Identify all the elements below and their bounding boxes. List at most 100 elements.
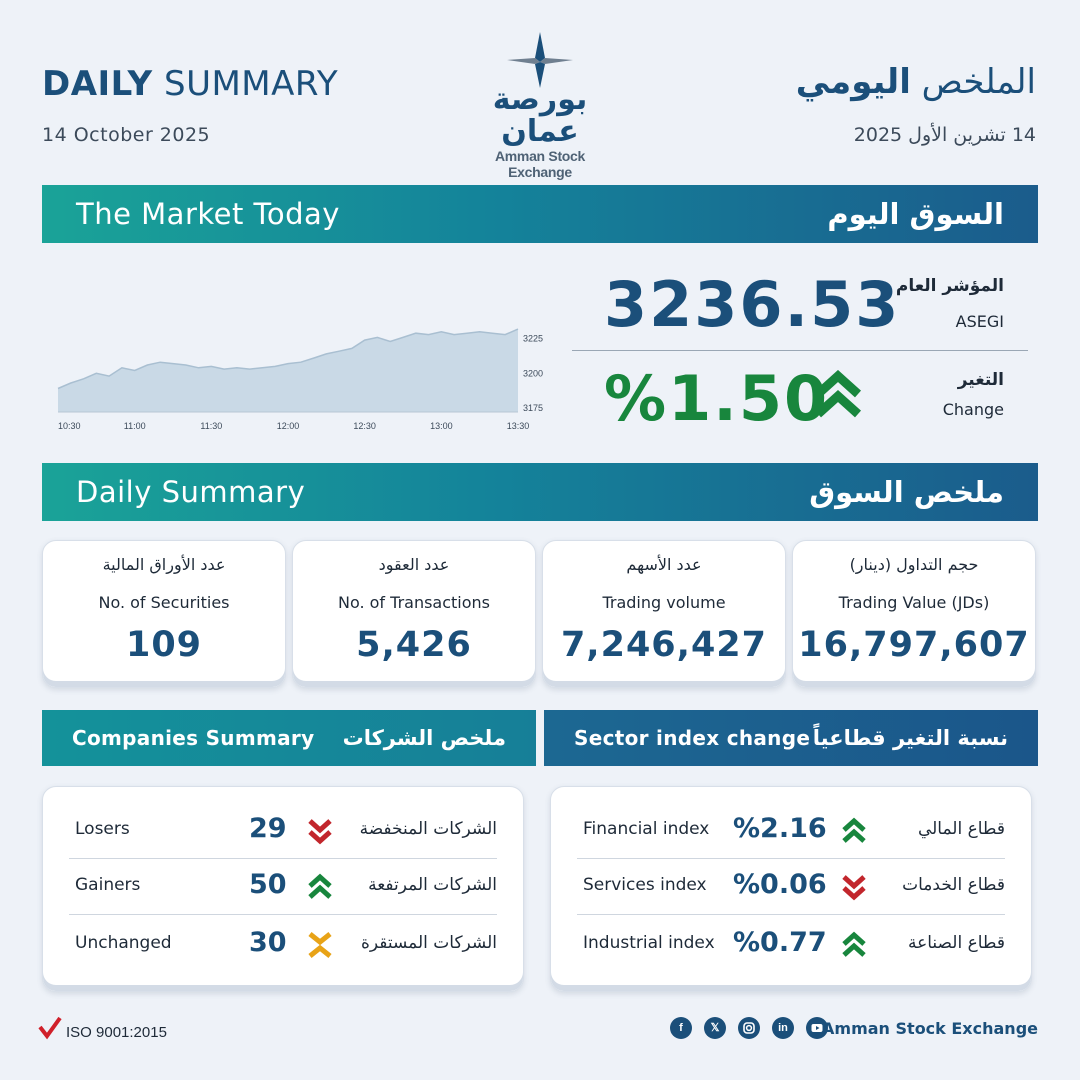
x-tick-label: 11:00 — [124, 421, 146, 431]
date-ar: 14 تشرين الأول 2025 — [853, 124, 1036, 146]
row-label-en: Gainers — [75, 875, 141, 895]
logo-star-icon — [507, 32, 573, 88]
chevron-double-down-icon — [841, 873, 867, 901]
transactions-card: عدد العقود No. of Transactions 5,426 — [292, 540, 536, 688]
card-label-en: Trading Value (JDs) — [838, 593, 990, 612]
change-value: %1.50 — [604, 362, 830, 435]
row-label-ar: الشركات المنخفضة — [359, 819, 497, 839]
chart-line — [57, 328, 519, 390]
companies-title-ar: ملخص الشركات — [342, 726, 506, 750]
daily-summary-title-en: Daily Summary — [76, 475, 306, 509]
card-label-ar: عدد الأسهم — [626, 555, 702, 574]
row-label-en: Losers — [75, 819, 130, 839]
index-area-chart: 10:30 11:00 11:30 12:00 12:30 13:00 13:30 3175 3… — [57, 328, 543, 431]
linkedin-icon[interactable]: in — [772, 1017, 794, 1039]
companies-summary-bar: Companies Summary ملخص الشركات — [42, 710, 536, 766]
card-value: 7,246,427 — [560, 625, 768, 665]
change-label-en: Change — [942, 400, 1004, 419]
market-today-bar: The Market Today السوق اليوم — [42, 185, 1038, 243]
card-label-en: No. of Securities — [98, 593, 230, 612]
losers-row: Losers 29 الشركات المنخفضة — [69, 803, 497, 859]
page-title-en: DAILY SUMMARY — [42, 64, 339, 104]
x-tick-label: 11:30 — [200, 421, 222, 431]
row-label-ar: الشركات المستقرة — [360, 933, 497, 953]
row-label-ar: الشركات المرتفعة — [368, 875, 497, 895]
row-label-en: Unchanged — [75, 933, 172, 953]
row-value: 50 — [249, 869, 287, 900]
trading-value-card: حجم التداول (دينار) Trading Value (JDs) … — [792, 540, 1036, 688]
divider — [572, 350, 1028, 351]
x-tick-label: 13:00 — [430, 421, 453, 431]
card-label-ar: حجم التداول (دينار) — [849, 555, 979, 574]
services-row: Services index %0.06 قطاع الخدمات — [577, 859, 1005, 915]
instagram-icon[interactable] — [738, 1017, 760, 1039]
x-icon[interactable]: 𝕏 — [704, 1017, 726, 1039]
trading-volume-card: عدد الأسهم Trading volume 7,246,427 — [542, 540, 786, 688]
card-value: 109 — [125, 625, 203, 665]
card-label-ar: عدد الأوراق المالية — [102, 555, 226, 574]
change-label-ar: التغير — [957, 370, 1004, 390]
companies-title-en: Companies Summary — [72, 726, 315, 750]
chevron-double-down-icon — [307, 817, 333, 845]
index-label-en: ASEGI — [955, 312, 1004, 331]
chevron-double-up-icon — [841, 817, 867, 845]
page-title-ar: الملخص اليومي — [795, 62, 1036, 102]
market-today-title-en: The Market Today — [76, 197, 340, 231]
chevron-double-up-icon — [841, 931, 867, 959]
logo-text-ar: بورصة عمان — [492, 82, 588, 149]
x-tick-label: 10:30 — [58, 421, 81, 431]
card-value: 5,426 — [356, 625, 472, 665]
y-tick-label: 3175 — [523, 403, 543, 413]
card-label-ar: عدد العقود — [378, 555, 450, 574]
footer-brand: Amman Stock Exchange — [822, 1019, 1038, 1038]
row-value: %0.77 — [733, 927, 827, 958]
card-value: 16,797,607 — [798, 625, 1030, 665]
unchanged-row: Unchanged 30 الشركات المستقرة — [69, 917, 497, 973]
row-divider — [577, 914, 1005, 915]
row-divider — [577, 858, 1005, 859]
sector-panel: Financial index %2.16 قطاع المالي Servic… — [550, 786, 1032, 992]
sector-title-en: Sector index change — [574, 726, 811, 750]
date-en: 14 October 2025 — [42, 124, 211, 146]
sector-title-ar: نسبة التغير قطاعياً — [812, 726, 1008, 750]
y-tick-label: 3200 — [523, 368, 543, 378]
index-label-ar: المؤشر العام — [895, 276, 1004, 296]
chevron-double-up-icon — [307, 873, 333, 901]
daily-summary-bar: Daily Summary ملخص السوق — [42, 463, 1038, 521]
chevron-converge-icon — [307, 931, 333, 959]
row-label-ar: قطاع المالي — [917, 819, 1005, 839]
youtube-icon[interactable] — [806, 1017, 828, 1039]
card-label-en: No. of Transactions — [337, 593, 491, 612]
index-chart: 10:30 11:00 11:30 12:00 12:30 13:00 13:30 3175 3… — [56, 316, 556, 436]
row-label-en: Financial index — [583, 819, 710, 839]
x-tick-label: 12:00 — [277, 421, 300, 431]
industrial-row: Industrial index %0.77 قطاع الصناعة — [577, 917, 1005, 973]
financial-row: Financial index %2.16 قطاع المالي — [577, 803, 1005, 859]
chart-area — [58, 329, 518, 412]
row-label-ar: قطاع الصناعة — [907, 933, 1005, 953]
y-tick-label: 3225 — [523, 334, 543, 344]
card-label-en: Trading volume — [602, 593, 726, 612]
facebook-icon[interactable]: f — [670, 1017, 692, 1039]
row-divider — [69, 858, 497, 859]
logo-text-en: Amman Stock Exchange — [494, 148, 586, 180]
companies-panel: Losers 29 الشركات المنخفضة Gainers 50 ال… — [42, 786, 524, 992]
securities-card: عدد الأوراق المالية No. of Securities 10… — [42, 540, 286, 688]
chevron-double-up-icon — [812, 369, 864, 424]
row-value: 30 — [249, 927, 287, 958]
ase-logo: بورصة عمان Amman Stock Exchange — [470, 30, 610, 180]
row-label-en: Services index — [583, 875, 707, 895]
row-label-en: Industrial index — [583, 933, 715, 953]
x-tick-label: 12:30 — [353, 421, 376, 431]
gainers-row: Gainers 50 الشركات المرتفعة — [69, 859, 497, 915]
row-value: 29 — [249, 813, 287, 844]
index-value: 3236.53 — [604, 268, 901, 341]
x-tick-label: 13:30 — [507, 421, 530, 431]
market-today-title-ar: السوق اليوم — [827, 197, 1004, 231]
row-value: %0.06 — [733, 869, 827, 900]
checkmark-icon — [38, 1016, 62, 1044]
iso-label: ISO 9001:2015 — [66, 1024, 167, 1041]
sector-change-bar: Sector index change نسبة التغير قطاعياً — [544, 710, 1038, 766]
daily-summary-title-ar: ملخص السوق — [809, 475, 1004, 509]
row-divider — [69, 914, 497, 915]
